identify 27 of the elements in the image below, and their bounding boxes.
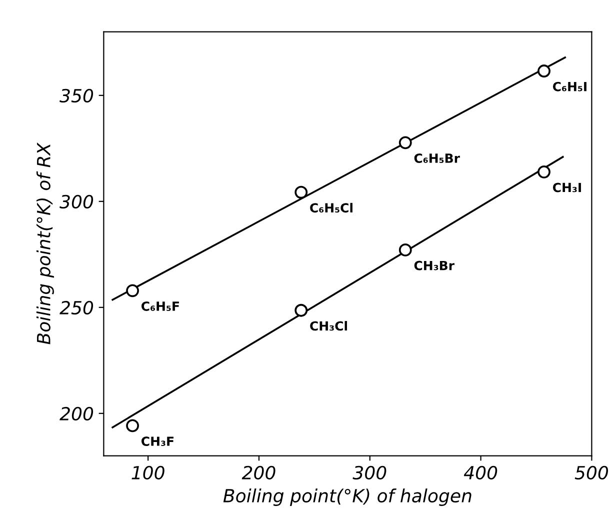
x-tick-label: 400 xyxy=(464,466,498,480)
y-tick-label: 200 xyxy=(60,406,94,421)
annotation: CH₃F xyxy=(141,436,174,446)
x-tick-label: 200 xyxy=(242,466,276,480)
point xyxy=(398,136,412,150)
annotation: C₆H₅Cl xyxy=(310,202,352,213)
annotation: CH₃Br xyxy=(414,260,454,270)
y-tick-label: 250 xyxy=(60,300,94,315)
y-tick-label: 300 xyxy=(60,194,94,209)
y-tick-label: 350 xyxy=(60,88,94,103)
point xyxy=(294,304,308,317)
annotation: C₆H₅F xyxy=(141,301,179,311)
x-tick-label: 500 xyxy=(574,466,608,480)
point xyxy=(294,186,308,199)
x-axis-title: Boiling point(°K) of halogen xyxy=(223,488,472,506)
point xyxy=(126,419,139,432)
point xyxy=(126,284,139,298)
y-axis-title: Boiling point(°K) of RX xyxy=(36,142,54,344)
annotation: CH₃Cl xyxy=(310,320,347,331)
point xyxy=(398,243,412,256)
x-tick-label: 100 xyxy=(132,466,164,480)
annotation: C₆H₅I xyxy=(552,82,586,92)
annotation: C₆H₅Br xyxy=(414,154,460,163)
annotation: CH₃I xyxy=(552,182,581,192)
point xyxy=(538,165,550,178)
point xyxy=(538,64,550,78)
x-tick-label: 300 xyxy=(352,466,386,480)
